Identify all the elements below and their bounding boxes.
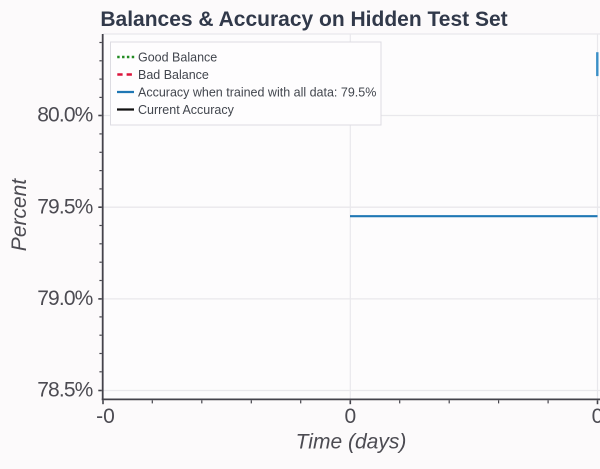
svg-text:0: 0 [344, 405, 356, 428]
svg-text:79.0%: 79.0% [37, 287, 92, 310]
svg-text:0: 0 [592, 405, 600, 428]
svg-text:Accuracy when trained with all: Accuracy when trained with all data: 79.… [138, 85, 376, 99]
svg-text:78.5%: 78.5% [37, 379, 92, 402]
svg-text:Good Balance: Good Balance [138, 50, 217, 64]
svg-text:Balances & Accuracy on Hidden: Balances & Accuracy on Hidden Test Set [100, 8, 507, 31]
svg-text:Current Accuracy: Current Accuracy [138, 103, 235, 117]
svg-text:Percent: Percent [8, 178, 31, 252]
svg-text:-0: -0 [96, 405, 115, 428]
svg-text:80.0%: 80.0% [37, 104, 92, 127]
svg-text:Time (days): Time (days) [296, 431, 407, 454]
svg-text:79.5%: 79.5% [37, 195, 92, 218]
svg-text:Bad Balance: Bad Balance [138, 68, 209, 82]
